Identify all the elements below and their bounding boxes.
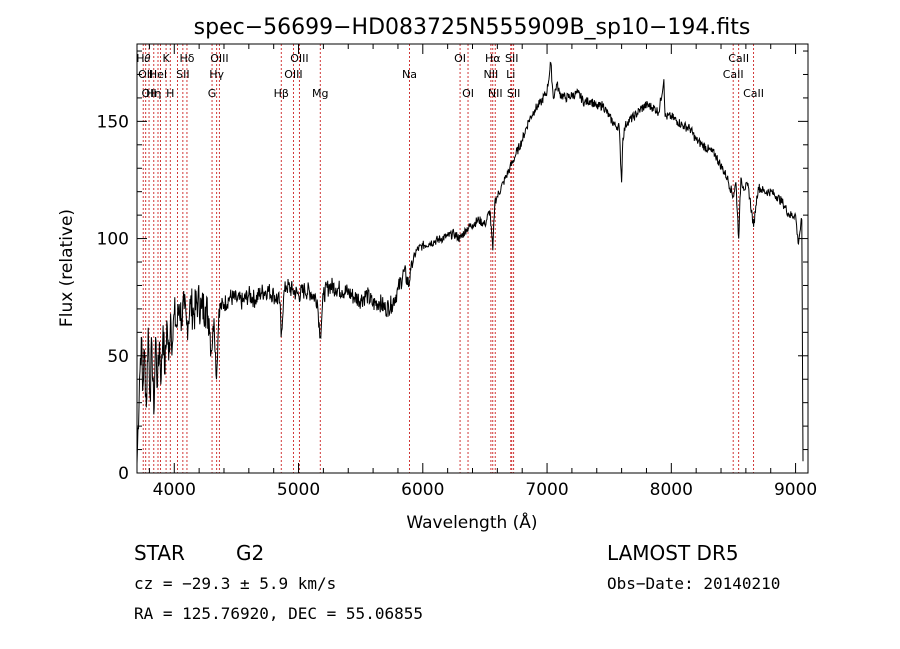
y-tick-label: 100 xyxy=(97,230,129,250)
line-marker-label: Li xyxy=(506,68,515,81)
line-marker-label: CaII xyxy=(743,87,764,100)
line-marker-label: Hα xyxy=(485,52,501,65)
line-marker-label: OII xyxy=(141,87,156,100)
line-marker-label: HeI xyxy=(149,68,167,81)
spectral-line-labels: H𝜃OIIOIIHηHeIKHSIIHδGHγOIIIHβOIIIOIIIMgN… xyxy=(136,52,764,100)
line-marker-label: G xyxy=(208,87,217,100)
y-axis-label: Flux (relative) xyxy=(57,209,77,327)
x-tick-label: 7000 xyxy=(525,480,568,500)
spectrum-line xyxy=(136,61,804,464)
line-marker-label: OI xyxy=(454,52,466,65)
line-marker-label: H xyxy=(166,87,174,100)
y-tick-label: 0 xyxy=(118,464,129,484)
line-marker-label: NII xyxy=(488,87,503,100)
line-marker-label: Hγ xyxy=(209,68,224,81)
line-marker-label: SII xyxy=(505,52,518,65)
line-marker-label: CaII xyxy=(728,52,749,65)
line-marker-label: Na xyxy=(402,68,417,81)
line-marker-label: OIII xyxy=(290,52,308,65)
spectrum-polyline xyxy=(136,61,804,464)
line-marker-label: K xyxy=(162,52,170,65)
x-tick-label: 5000 xyxy=(277,480,320,500)
obs-date: Obs−Date: 20140210 xyxy=(607,574,781,593)
line-marker-label: OIII xyxy=(284,68,302,81)
line-marker-label: Hβ xyxy=(274,87,289,100)
line-marker-label: Hδ xyxy=(179,52,194,65)
spectral-subclass: G2 xyxy=(236,541,265,565)
line-marker-label: CaII xyxy=(723,68,744,81)
x-tick-label: 4000 xyxy=(153,480,196,500)
line-marker-label: H𝜃 xyxy=(136,52,150,65)
line-marker-label: NII xyxy=(484,68,499,81)
x-tick-label: 6000 xyxy=(401,480,444,500)
line-marker-label: OIII xyxy=(210,52,228,65)
y-tick-label: 150 xyxy=(97,112,129,132)
object-class: STAR xyxy=(134,541,185,565)
coordinates: RA = 125.76920, DEC = 55.06855 xyxy=(134,604,423,623)
line-marker-label: SII xyxy=(507,87,520,100)
x-tick-label: 9000 xyxy=(774,480,817,500)
y-tick-label: 50 xyxy=(107,347,129,367)
line-marker-label: OII xyxy=(138,68,153,81)
plot-frame xyxy=(136,43,809,474)
survey-label: LAMOST DR5 xyxy=(607,541,739,565)
line-marker-label: SII xyxy=(176,68,189,81)
line-marker-label: Mg xyxy=(312,87,328,100)
x-tick-label: 8000 xyxy=(650,480,693,500)
x-axis: 4000 5000 6000 7000 8000 9000 xyxy=(148,44,817,500)
redshift-text: cz = −29.3 ± 5.9 km/s xyxy=(134,574,337,593)
spectral-line-markers xyxy=(142,44,755,473)
line-marker-label: Hη xyxy=(146,87,161,100)
line-marker-label: OI xyxy=(462,87,474,100)
chart-title: spec−56699−HD083725N555909B_sp10−194.fit… xyxy=(194,15,751,40)
y-axis: 0 50 100 150 xyxy=(97,50,808,484)
x-axis-label: Wavelength (Å) xyxy=(406,511,537,533)
